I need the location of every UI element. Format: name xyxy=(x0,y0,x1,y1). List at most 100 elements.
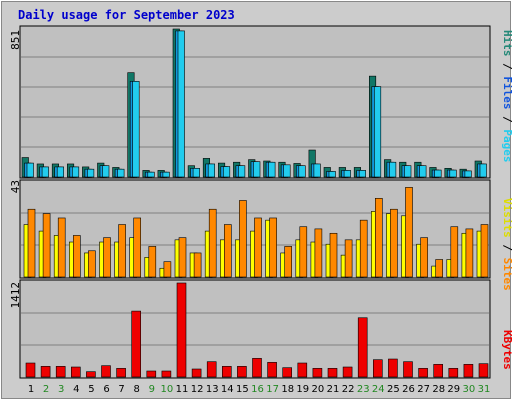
bar-visits-day-31 xyxy=(480,224,489,278)
bar-kbytes-day-9 xyxy=(146,370,157,378)
bar-hits-day-14 xyxy=(223,166,231,178)
bar-visits-day-9 xyxy=(148,246,157,278)
panel-hits xyxy=(19,25,491,179)
day-label-31: 31 xyxy=(478,384,491,395)
grid-lines xyxy=(21,56,489,346)
day-label-2: 2 xyxy=(43,384,49,395)
day-label-22: 22 xyxy=(342,384,355,395)
bars xyxy=(21,28,489,378)
bar-hits-day-20 xyxy=(313,163,321,178)
day-label-20: 20 xyxy=(312,384,325,395)
bar-kbytes-day-24 xyxy=(372,359,383,378)
bar-hits-day-8 xyxy=(132,81,140,178)
bar-hits-day-19 xyxy=(298,165,306,178)
bar-hits-day-23 xyxy=(358,170,367,178)
bar-hits-day-18 xyxy=(283,164,291,178)
bar-hits-day-6 xyxy=(102,165,110,178)
bar-visits-day-12 xyxy=(193,252,202,278)
legend-sep-1: / xyxy=(501,57,512,77)
bar-kbytes-day-20 xyxy=(312,368,323,378)
bar-visits-day-30 xyxy=(465,228,474,278)
bar-kbytes-day-18 xyxy=(282,367,293,378)
day-label-17: 17 xyxy=(266,384,279,395)
bar-visits-day-29 xyxy=(450,226,459,278)
bar-visits-day-8 xyxy=(133,217,141,278)
day-label-21: 21 xyxy=(327,384,340,395)
day-label-11: 11 xyxy=(176,384,189,395)
bar-visits-day-20 xyxy=(314,228,323,278)
legend-sep-3: / xyxy=(501,238,512,258)
day-label-25: 25 xyxy=(387,384,400,395)
bar-kbytes-day-4 xyxy=(71,366,81,378)
bar-hits-day-17 xyxy=(268,161,276,178)
bar-visits-day-17 xyxy=(269,217,277,278)
bar-visits-day-1 xyxy=(27,208,36,278)
bar-kbytes-day-30 xyxy=(463,364,474,378)
day-labels: 1 2 3 4 5 6 7 8 9 10 11 12 13 14 15 16 17 18 19 20 21 22 23 24 2… xyxy=(28,384,491,395)
day-label-28: 28 xyxy=(432,384,445,395)
bar-kbytes-day-28 xyxy=(433,364,444,378)
bar-kbytes-day-2 xyxy=(40,366,51,378)
bar-hits-day-3 xyxy=(56,166,65,178)
bar-hits-day-26 xyxy=(404,165,412,178)
bar-visits-day-11 xyxy=(178,237,187,278)
bar-kbytes-day-29 xyxy=(448,368,459,378)
day-label-4: 4 xyxy=(73,384,79,395)
day-label-26: 26 xyxy=(402,384,415,395)
bar-kbytes-day-16 xyxy=(252,358,262,378)
day-label-10: 10 xyxy=(161,384,174,395)
legend-visits: Visits xyxy=(501,198,512,238)
bar-kbytes-day-11 xyxy=(176,282,187,378)
bar-visits-day-28 xyxy=(435,259,444,278)
bar-visits-day-22 xyxy=(344,239,353,278)
bar-hits-day-21 xyxy=(328,171,336,178)
bar-visits-day-24 xyxy=(374,198,383,278)
day-label-3: 3 xyxy=(58,384,64,395)
chart-title: Daily usage for September 2023 xyxy=(18,8,235,22)
top-series-legend: Hits / Files / Pages xyxy=(501,30,512,163)
bar-hits-day-1 xyxy=(26,162,34,178)
bar-kbytes-day-8 xyxy=(131,310,141,378)
bar-hits-day-13 xyxy=(207,163,215,178)
bar-hits-day-5 xyxy=(87,168,95,178)
bar-kbytes-day-31 xyxy=(478,363,489,378)
bar-kbytes-day-23 xyxy=(357,317,368,378)
day-label-18: 18 xyxy=(281,384,294,395)
day-label-8: 8 xyxy=(134,384,140,395)
bar-hits-day-22 xyxy=(343,170,351,178)
bar-visits-day-19 xyxy=(299,226,308,278)
bar-visits-day-26 xyxy=(405,187,413,278)
bar-kbytes-day-7 xyxy=(116,368,126,378)
day-label-1: 1 xyxy=(28,384,34,395)
bar-visits-day-7 xyxy=(118,224,126,278)
day-label-12: 12 xyxy=(191,384,204,395)
bar-kbytes-day-1 xyxy=(25,362,36,378)
bottom-ymax-label: 1412 xyxy=(9,282,22,309)
bar-visits-day-13 xyxy=(208,208,217,278)
legend-sites: Sites xyxy=(501,258,512,291)
day-label-16: 16 xyxy=(251,384,264,395)
bar-hits-day-30 xyxy=(464,170,472,178)
bar-hits-day-24 xyxy=(373,86,382,178)
bar-visits-day-18 xyxy=(284,246,293,278)
day-label-30: 30 xyxy=(463,384,476,395)
bar-kbytes-day-6 xyxy=(101,365,111,378)
top-ymax-label: 851 xyxy=(9,30,22,50)
bar-kbytes-day-12 xyxy=(191,368,202,378)
bar-visits-day-5 xyxy=(88,250,96,278)
day-label-6: 6 xyxy=(103,384,109,395)
bar-hits-day-10 xyxy=(162,171,170,178)
bar-kbytes-day-25 xyxy=(388,358,398,378)
bar-visits-day-2 xyxy=(42,213,51,278)
bar-kbytes-day-26 xyxy=(403,361,413,378)
day-label-9: 9 xyxy=(149,384,155,395)
bar-visits-day-21 xyxy=(329,232,338,278)
bar-visits-day-16 xyxy=(254,217,262,278)
day-label-5: 5 xyxy=(88,384,94,395)
bar-hits-day-4 xyxy=(72,166,80,178)
day-label-29: 29 xyxy=(447,384,460,395)
bar-visits-day-6 xyxy=(103,237,111,278)
